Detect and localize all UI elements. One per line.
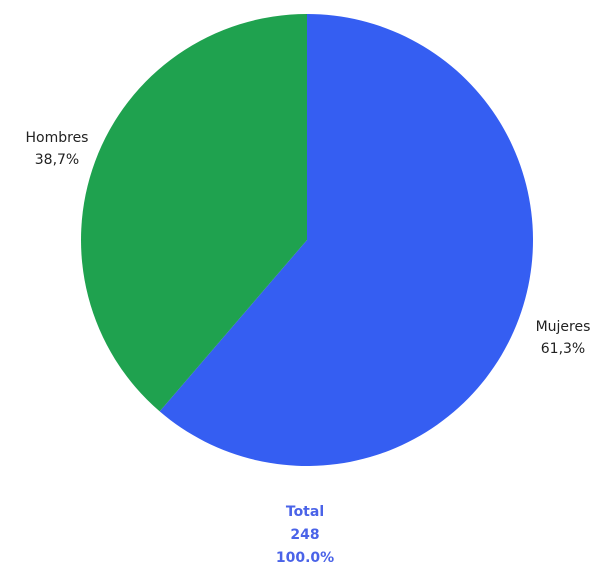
slice-label-hombres: Hombres 38,7% [26, 130, 89, 168]
slice-label-mujeres: Mujeres 61,3% [536, 319, 591, 357]
slice-percent-mujeres: 61,3% [541, 341, 585, 357]
total-count: 248 [290, 527, 319, 543]
total-label: Total [286, 504, 324, 520]
pie-slice-hombres [81, 14, 307, 412]
total-summary: Total 248 100.0% [276, 504, 334, 566]
slice-name-hombres: Hombres [26, 130, 89, 146]
pie-slice-mujeres [159, 14, 534, 466]
total-percent: 100.0% [276, 550, 334, 566]
pie-slices [81, 14, 534, 466]
slice-name-mujeres: Mujeres [536, 319, 591, 335]
slice-percent-hombres: 38,7% [35, 152, 79, 168]
